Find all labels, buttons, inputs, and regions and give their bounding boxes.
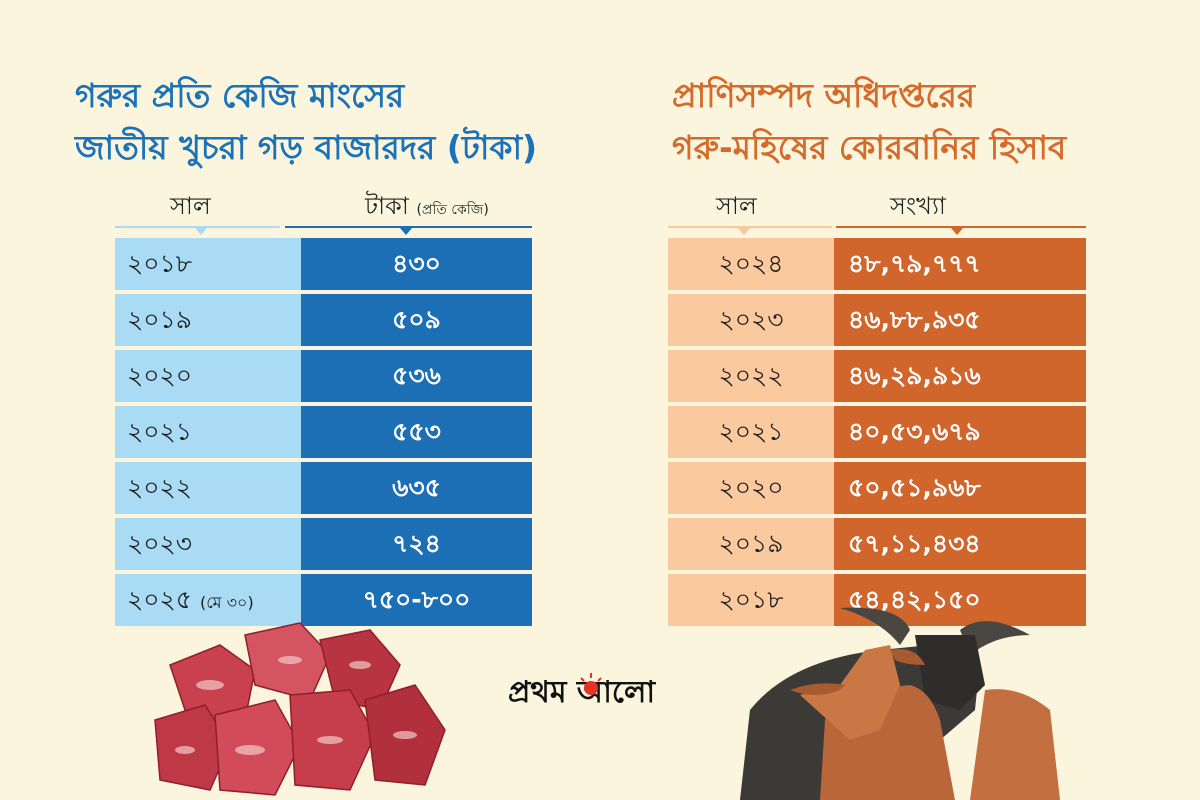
sacrifice-col-year-header: সাল xyxy=(716,192,757,220)
sacrifice-year-cell: ২০১৮ xyxy=(668,574,834,626)
sacrifice-year-cell: ২০২৩ xyxy=(668,294,834,346)
header-notch xyxy=(951,228,963,235)
table-row: ২০২৫ (মে ৩০) ৭৫০-৮০০ xyxy=(115,574,532,626)
table-row: ২০২০ ৫০,৫১,৯৬৮ xyxy=(668,462,1086,514)
price-year-cell: ২০১৯ xyxy=(115,294,301,346)
table-row: ২০১৯ ৫০৯ xyxy=(115,294,532,346)
price-year-text: ২০২৩ xyxy=(127,529,193,558)
table-row: ২০২০ ৫৩৬ xyxy=(115,350,532,402)
sacrifice-count-cell: ৫০,৫১,৯৬৮ xyxy=(834,462,1086,514)
header-underline xyxy=(115,226,280,228)
price-value-cell: ৫৩৬ xyxy=(301,350,532,402)
price-year-cell: ২০২১ xyxy=(115,406,301,458)
price-year-cell: ২০২৫ (মে ৩০) xyxy=(115,574,301,626)
price-value-cell: ৫৫৩ xyxy=(301,406,532,458)
sacrifice-year-cell: ২০২১ xyxy=(668,406,834,458)
price-value-cell: ৬৩৫ xyxy=(301,462,532,514)
price-year-text: ২০২৫ xyxy=(127,585,192,614)
price-table: ২০১৮ ৪৩০ ২০১৯ ৫০৯ ২০২০ ৫৩৬ ২০২১ ৫৫৩ ২০২২ ৬৩৫ ২০২৩ ৭… xyxy=(115,238,532,628)
sacrifice-count-cell: ৫৭,১১,৪৩৪ xyxy=(834,518,1086,570)
header-notch xyxy=(400,228,412,235)
price-year-text: ২০২০ xyxy=(127,361,193,390)
header-underline xyxy=(836,226,1086,228)
table-row: ২০২৪ ৪৮,৭৯,৭৭৭ xyxy=(668,238,1086,290)
sacrifice-year-cell: ২০১৯ xyxy=(668,518,834,570)
table-row: ২০১৯ ৫৭,১১,৪৩৪ xyxy=(668,518,1086,570)
price-year-cell: ২০২২ xyxy=(115,462,301,514)
sacrifice-year-cell: ২০২৪ xyxy=(668,238,834,290)
right-title: প্রাণিসম্পদ অধিদপ্তরের গরু-মহিষের কোরবান… xyxy=(672,70,1066,174)
left-title-line1: গরুর প্রতি কেজি মাংসের xyxy=(75,76,405,115)
sacrifice-table-header: সাল সংখ্যা xyxy=(668,188,1086,235)
price-year-note: (মে ৩০) xyxy=(199,593,254,612)
header-underline xyxy=(285,226,532,228)
price-year-text: ২০২২ xyxy=(127,473,193,502)
price-value-cell: ৪৩০ xyxy=(301,238,532,290)
table-row: ২০২২ ৪৬,২৯,৯১৬ xyxy=(668,350,1086,402)
sacrifice-year-cell: ২০২০ xyxy=(668,462,834,514)
price-year-cell: ২০২০ xyxy=(115,350,301,402)
table-row: ২০২২ ৬৩৫ xyxy=(115,462,532,514)
sacrifice-count-cell: ৪৬,২৯,৯১৬ xyxy=(834,350,1086,402)
header-notch xyxy=(738,228,750,235)
table-row: ২০২৩ ৭২৪ xyxy=(115,518,532,570)
sacrifice-count-cell: ৪৮,৭৯,৭৭৭ xyxy=(834,238,1086,290)
header-notch xyxy=(195,228,207,235)
sacrifice-count-cell: ৪৬,৮৮,৯৩৫ xyxy=(834,294,1086,346)
price-col-price-unit: (প্রতি কেজি) xyxy=(416,202,489,218)
price-year-text: ২০১৯ xyxy=(127,305,192,334)
price-year-cell: ২০২৩ xyxy=(115,518,301,570)
sun-icon xyxy=(580,673,602,695)
price-year-text: ২০২১ xyxy=(127,417,192,446)
sacrifice-year-cell: ২০২২ xyxy=(668,350,834,402)
prothom-alo-logo: প্রথম আলো xyxy=(508,675,656,710)
price-value-cell: ৭২৪ xyxy=(301,518,532,570)
sacrifice-col-count-header: সংখ্যা xyxy=(890,192,946,220)
price-table-header: সাল টাকা (প্রতি কেজি) xyxy=(115,188,532,235)
header-underline xyxy=(668,226,832,228)
table-row: ২০২১ ৫৫৩ xyxy=(115,406,532,458)
sacrifice-count-cell: ৪০,৫৩,৬৭৯ xyxy=(834,406,1086,458)
beef-cubes-image xyxy=(154,622,446,796)
right-title-line1: প্রাণিসম্পদ অধিদপ্তরের xyxy=(672,76,975,115)
price-value-cell: ৫০৯ xyxy=(301,294,532,346)
price-col-price-header: টাকা (প্রতি কেজি) xyxy=(365,188,489,228)
price-col-year-header: সাল xyxy=(170,192,211,220)
price-col-price-label: টাকা xyxy=(365,192,409,220)
table-row: ২০২৩ ৪৬,৮৮,৯৩৫ xyxy=(668,294,1086,346)
price-year-text: ২০১৮ xyxy=(127,249,192,278)
sacrifice-table: ২০২৪ ৪৮,৭৯,৭৭৭ ২০২৩ ৪৬,৮৮,৯৩৫ ২০২২ ৪৬,২৯,৯১৬ ২… xyxy=(668,238,1086,628)
left-title-line2: জাতীয় খুচরা গড় বাজারদর (টাকা) xyxy=(75,128,538,167)
cow-and-buffalo-image xyxy=(740,607,1060,800)
right-title-line2: গরু-মহিষের কোরবানির হিসাব xyxy=(672,128,1067,167)
price-year-cell: ২০১৮ xyxy=(115,238,301,290)
price-value-cell: ৭৫০-৮০০ xyxy=(301,574,532,626)
table-row: ২০২১ ৪০,৫৩,৬৭৯ xyxy=(668,406,1086,458)
left-title: গরুর প্রতি কেজি মাংসের জাতীয় খুচরা গড় … xyxy=(75,70,537,174)
table-row: ২০১৮ ৪৩০ xyxy=(115,238,532,290)
